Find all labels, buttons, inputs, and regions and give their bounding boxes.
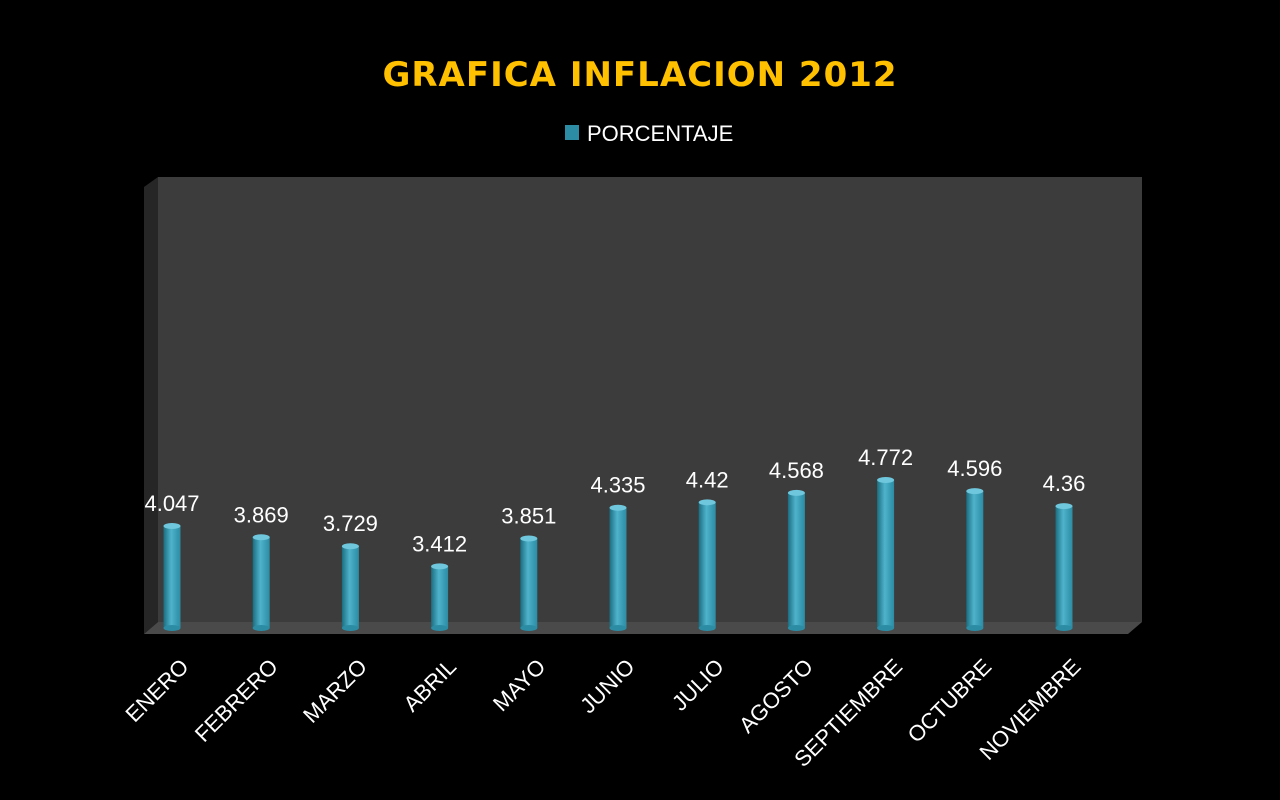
data-label: 3.869: [234, 502, 289, 527]
bar-base: [252, 625, 270, 631]
bar-top: [877, 476, 895, 483]
bar-octubre: [966, 488, 984, 631]
plot-floor: [144, 622, 1142, 634]
bar-body: [966, 491, 984, 628]
bar-body: [877, 479, 895, 628]
bar-top: [787, 489, 805, 496]
legend-swatch: [565, 125, 579, 140]
bar-junio: [609, 504, 627, 631]
plot-side-wall: [144, 177, 158, 634]
bar-body: [431, 566, 449, 628]
x-tick-label: FEBRERO: [190, 654, 283, 747]
bar-top: [431, 563, 449, 570]
bar-base: [341, 625, 359, 631]
bar-mayo: [520, 535, 538, 631]
x-tick-label: MARZO: [298, 654, 372, 728]
data-label: 3.729: [323, 511, 378, 536]
x-tick-label: JUNIO: [575, 654, 639, 718]
data-label: 3.412: [412, 531, 467, 556]
bar-top: [609, 504, 627, 511]
x-tick-label: AGOSTO: [734, 654, 818, 738]
bar-top: [520, 535, 538, 542]
bar-base: [787, 625, 805, 631]
bar-base: [877, 625, 895, 631]
chart-title: GRAFICA INFLACION 2012: [382, 55, 897, 95]
bar-base: [609, 625, 627, 631]
bar-body: [163, 526, 181, 628]
bar-top: [698, 499, 716, 506]
data-label: 4.42: [686, 467, 729, 492]
bar-base: [163, 625, 181, 631]
bar-abril: [431, 563, 449, 631]
x-tick-label: ENERO: [121, 654, 194, 727]
data-label: 3.851: [501, 503, 556, 528]
data-labels-layer: 4.047 3.869 3.729 3.412 3.851 4.335 4.42 4.568 4…: [144, 445, 1085, 556]
data-label: 4.335: [590, 473, 645, 498]
data-label: 4.36: [1043, 471, 1086, 496]
bar-base: [966, 625, 984, 631]
bar-base: [520, 625, 538, 631]
bar-top: [252, 534, 270, 541]
data-label: 4.596: [947, 456, 1002, 481]
bar-agosto: [787, 489, 805, 631]
bar-base: [698, 625, 716, 631]
data-label: 4.047: [144, 491, 199, 516]
plot-back-wall: [158, 177, 1142, 622]
data-label: 4.568: [769, 458, 824, 483]
bar-top: [966, 488, 984, 495]
bar-body: [698, 502, 716, 628]
bar-top: [163, 523, 181, 529]
data-label: 4.772: [858, 445, 913, 470]
bar-noviembre: [1055, 503, 1073, 631]
bar-top: [341, 543, 359, 550]
bar-febrero: [252, 534, 270, 631]
bar-enero: [163, 523, 181, 631]
bar-base: [431, 625, 449, 631]
bar-base: [1055, 625, 1073, 631]
bar-marzo: [341, 543, 359, 631]
x-tick-label: ABRIL: [398, 654, 461, 717]
bar-body: [520, 538, 538, 628]
bar-body: [1055, 506, 1073, 628]
legend-label: PORCENTAJE: [587, 121, 733, 146]
legend: PORCENTAJE: [565, 121, 733, 146]
bar-body: [609, 507, 627, 628]
x-tick-label: OCTUBRE: [903, 654, 997, 748]
bar-julio: [698, 499, 716, 631]
bar-top: [1055, 503, 1073, 510]
bar-body: [252, 537, 270, 628]
bars-layer: [163, 476, 1073, 631]
bar-septiembre: [877, 476, 895, 631]
bar-body: [341, 546, 359, 628]
bar-body: [787, 492, 805, 628]
x-tick-label: MAYO: [488, 654, 550, 716]
x-tick-label: JULIO: [667, 654, 729, 716]
